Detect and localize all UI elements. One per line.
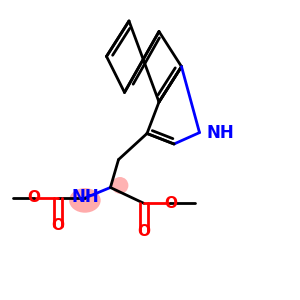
Text: NH: NH <box>206 124 234 142</box>
Text: O: O <box>27 190 40 206</box>
Text: O: O <box>51 218 64 233</box>
Text: O: O <box>164 196 177 211</box>
Ellipse shape <box>69 188 101 213</box>
Text: NH: NH <box>71 188 99 206</box>
Text: O: O <box>137 224 151 238</box>
Ellipse shape <box>112 177 128 194</box>
